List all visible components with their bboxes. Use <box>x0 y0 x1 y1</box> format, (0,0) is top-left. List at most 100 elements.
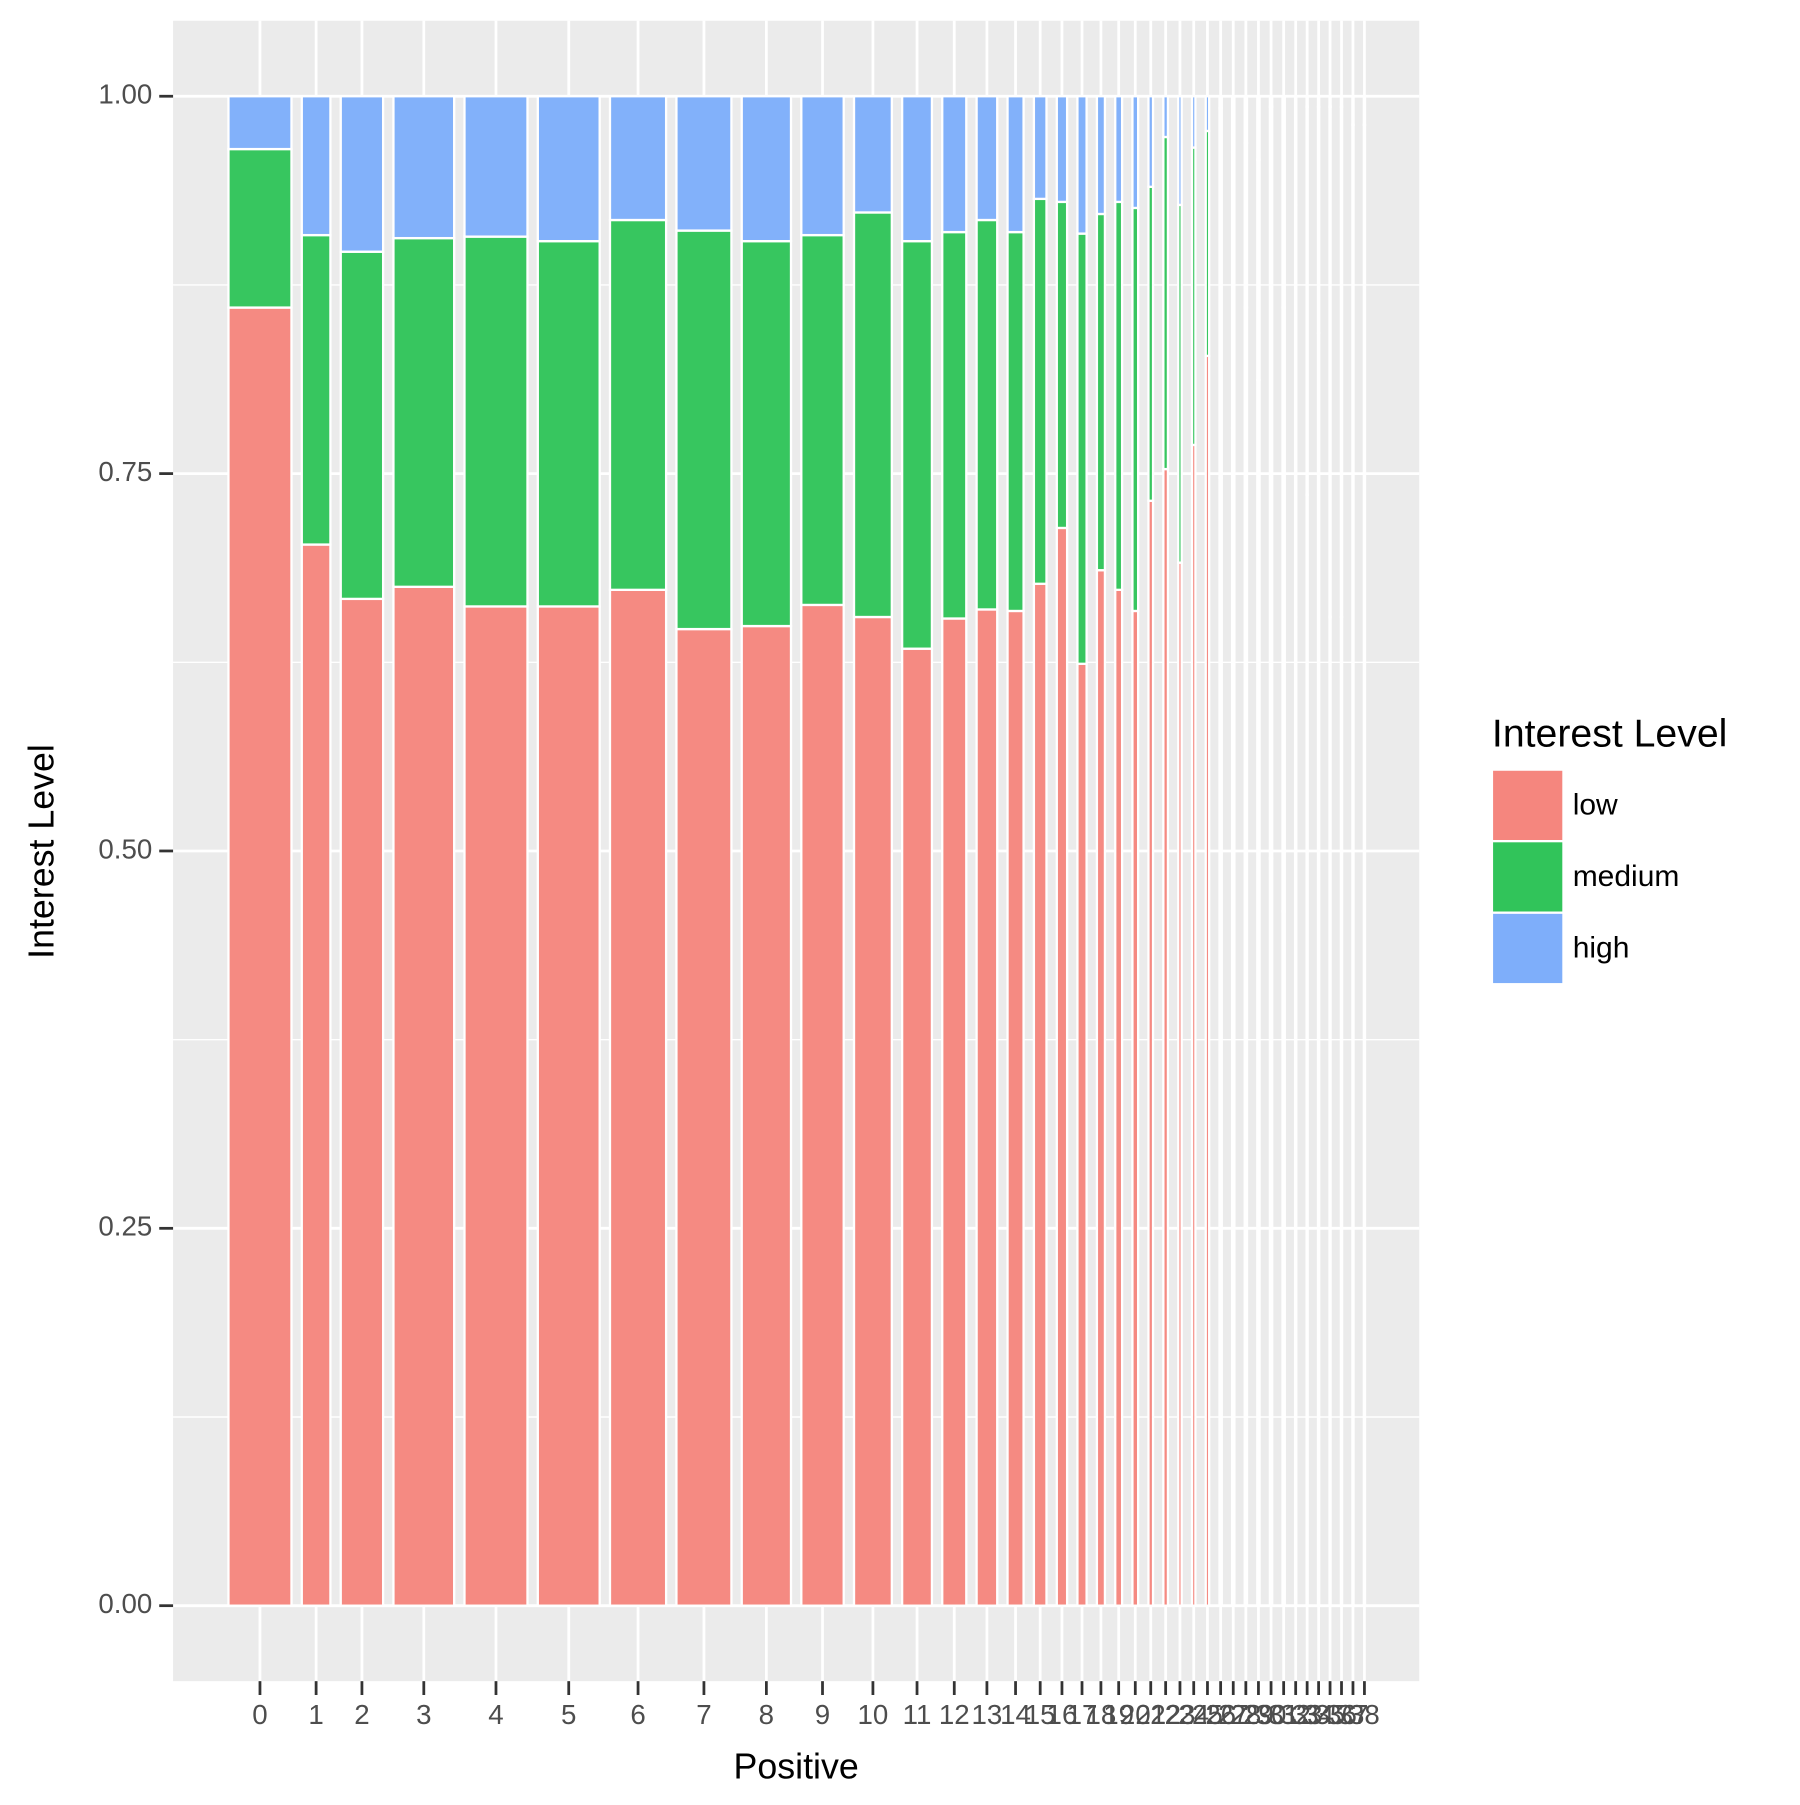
bar-segment <box>1218 107 1223 480</box>
bar-segment <box>1218 95 1223 110</box>
bar-segment <box>1281 910 1286 1607</box>
y-tick-label: 0.25 <box>98 1211 152 1242</box>
bar-segment <box>1305 95 1309 108</box>
bar-segment <box>675 95 733 232</box>
x-tick-label: 5 <box>561 1699 576 1730</box>
bar-segment <box>1316 95 1321 108</box>
y-tick-label: 0.75 <box>98 456 152 487</box>
bar-segment <box>1243 95 1249 145</box>
bar-segment <box>975 608 999 1607</box>
bar-segment <box>1316 105 1321 335</box>
bar-segment <box>1131 609 1140 1607</box>
bar-segment <box>1230 150 1236 430</box>
bar-segment <box>1190 95 1197 149</box>
x-tick-label: 24 <box>1178 1699 1209 1730</box>
bar-segment <box>227 95 293 151</box>
bar-segment <box>941 230 968 620</box>
bar-segment <box>1293 203 1298 619</box>
x-tick-label: 17 <box>1067 1699 1098 1730</box>
bar-segment <box>392 585 456 1607</box>
bar-segment <box>536 95 601 243</box>
x-tick-label: 21 <box>1135 1699 1166 1730</box>
bar-segment <box>675 229 733 631</box>
bar-segment <box>1006 609 1025 1607</box>
bar-segment <box>1006 230 1025 613</box>
legend-swatch <box>1490 839 1565 914</box>
bar-segment <box>1055 200 1069 530</box>
x-tick-label: 26 <box>1205 1699 1236 1730</box>
x-tick-label: 38 <box>1349 1699 1380 1730</box>
bar-segment <box>1162 95 1170 139</box>
bar-segment <box>852 615 893 1607</box>
bar-segment <box>1305 105 1309 496</box>
bar-segment <box>1351 123 1355 1607</box>
x-tick-label: 34 <box>1303 1699 1334 1730</box>
bar-segment <box>1114 200 1124 591</box>
bar-segment <box>1243 306 1249 1607</box>
bar-segment <box>536 239 601 608</box>
bar-segment <box>852 95 893 214</box>
bar-segment <box>1256 378 1261 1607</box>
x-tick-label: 27 <box>1218 1699 1249 1730</box>
bar-segment <box>1190 443 1197 1607</box>
x-tick-label: 7 <box>696 1699 711 1730</box>
bar-segment <box>1076 662 1088 1607</box>
axes: 0.000.250.500.751.000 1 2 3 4 5 6 7 8 9 10 11 12 1314… <box>98 79 1379 1731</box>
x-tick-label: 4 <box>488 1699 503 1730</box>
bar-segment <box>975 218 999 611</box>
bar-segment <box>1147 499 1155 1607</box>
bar-segment <box>1162 135 1170 471</box>
x-tick-label: 11 <box>903 1699 932 1730</box>
bar-segment <box>1076 95 1088 235</box>
x-tick-label: 13 <box>972 1699 1003 1730</box>
bar-segment <box>900 95 934 243</box>
y-tick-label: 1.00 <box>98 79 152 110</box>
bar-segment <box>900 239 934 650</box>
bar-segment <box>1362 123 1367 1607</box>
bar-segment <box>800 233 845 607</box>
legend-label: low <box>1573 788 1618 821</box>
x-tick-label: 37 <box>1338 1699 1369 1730</box>
bars <box>227 95 1367 1607</box>
bar-segment <box>227 306 293 1607</box>
bar-segment <box>1177 95 1183 207</box>
bar-segment <box>463 605 529 1607</box>
bar-segment <box>852 211 893 619</box>
legend-swatch <box>1490 768 1565 843</box>
bar-segment <box>1218 476 1223 1607</box>
x-tick-label: 1 <box>308 1699 323 1730</box>
bar-segment <box>339 95 385 253</box>
legend-swatch <box>1490 911 1565 986</box>
bar-segment <box>1256 95 1261 161</box>
bar-segment <box>1293 615 1298 1607</box>
bar-segment <box>1095 212 1107 572</box>
x-tick-label: 33 <box>1292 1699 1323 1730</box>
bar-segment <box>1095 569 1107 1607</box>
bar-segment <box>1351 95 1355 127</box>
bar-segment <box>1095 95 1107 216</box>
bar-segment <box>1268 857 1274 1607</box>
x-axis-title: Positive <box>734 1746 859 1786</box>
bar-segment <box>1032 197 1048 585</box>
y-tick-label: 0.50 <box>98 833 152 864</box>
bar-segment <box>1204 354 1211 1607</box>
bar-segment <box>463 235 529 608</box>
bar-segment <box>1204 129 1211 358</box>
bar-segment <box>1032 95 1048 201</box>
bar-segment <box>1339 95 1344 108</box>
bar-segment <box>536 605 601 1607</box>
bar-segment <box>1362 95 1367 127</box>
x-tick-label: 32 <box>1280 1699 1311 1730</box>
bar-segment <box>1243 141 1249 309</box>
x-tick-label: 20 <box>1120 1699 1151 1730</box>
bar-segment <box>227 147 293 309</box>
legend-label: high <box>1573 932 1630 965</box>
bar-segment <box>800 95 845 237</box>
bar-segment <box>740 624 793 1607</box>
bar-segment <box>1204 95 1211 133</box>
bar-segment <box>1281 95 1286 309</box>
bar-segment <box>1055 95 1069 204</box>
bar-segment <box>740 95 793 243</box>
bar-segment <box>1328 95 1332 108</box>
